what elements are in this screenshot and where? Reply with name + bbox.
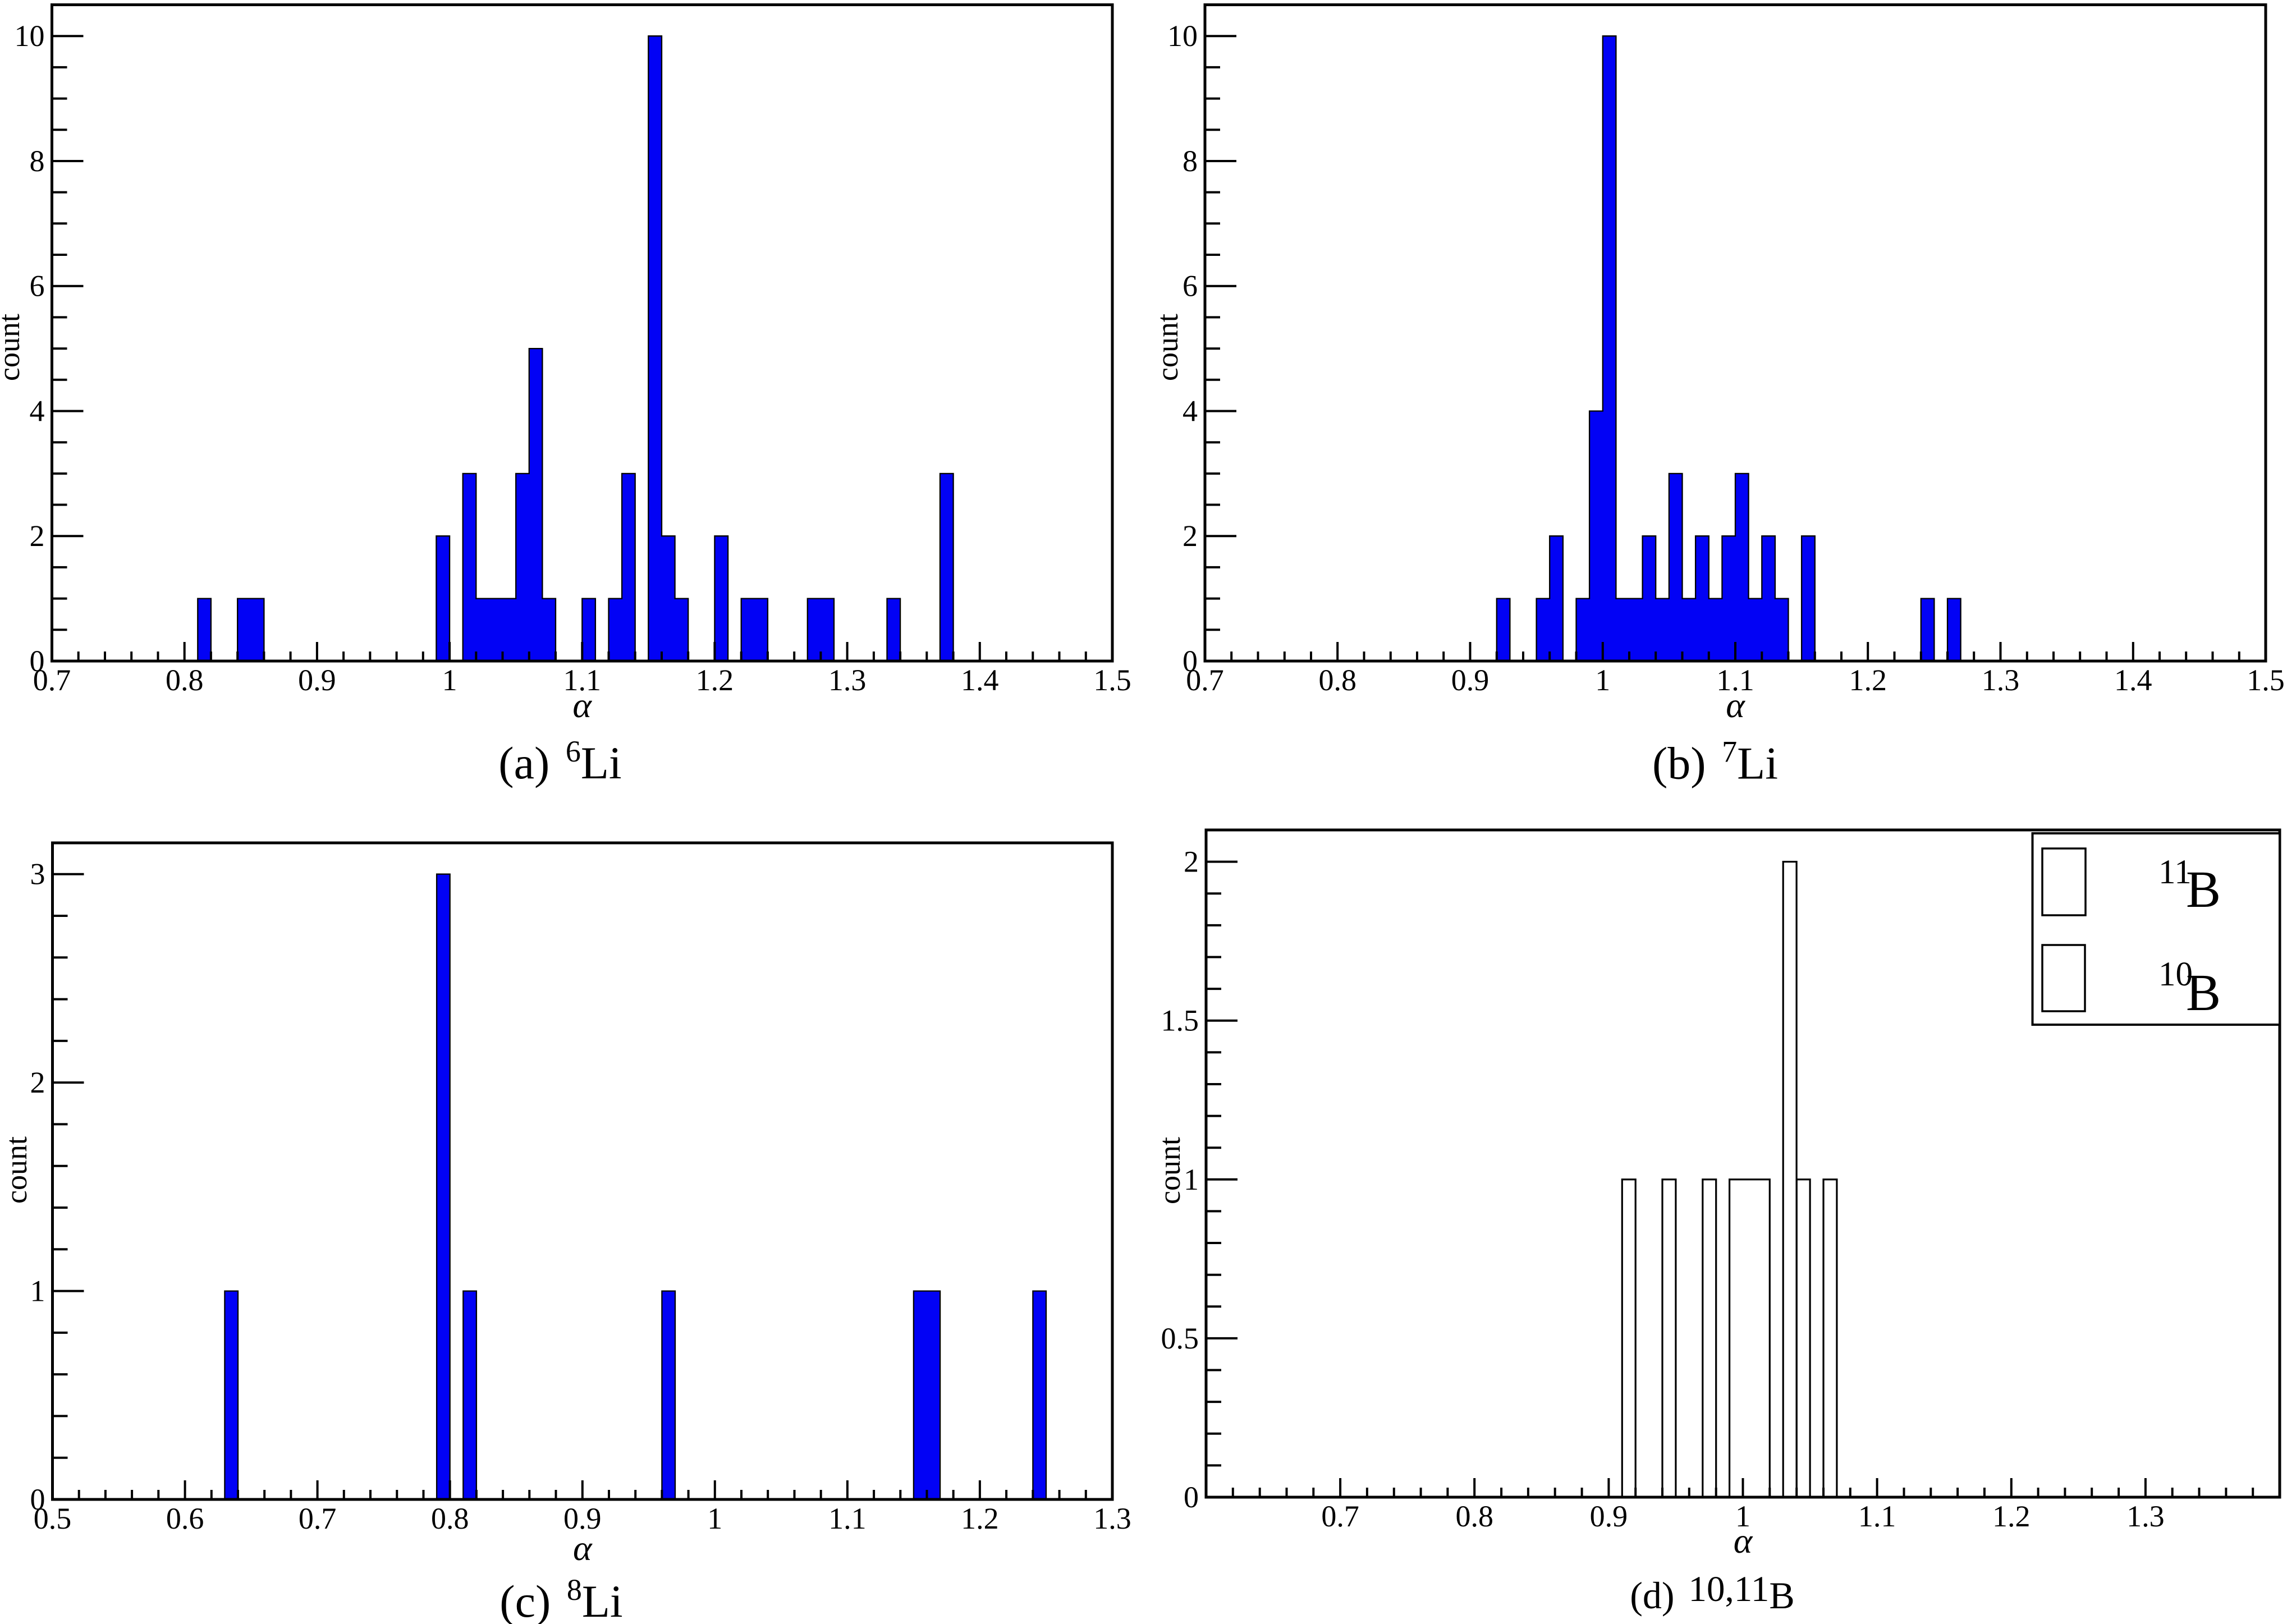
svg-text:0.9: 0.9: [1451, 663, 1489, 697]
svg-text:0.6: 0.6: [166, 1502, 204, 1535]
svg-text:0: 0: [30, 1483, 45, 1516]
svg-text:1: 1: [1184, 1163, 1199, 1196]
svg-text:1: 1: [707, 1502, 722, 1535]
svg-text:0.8: 0.8: [1318, 663, 1356, 697]
svg-text:8: 8: [30, 144, 45, 178]
svg-text:α: α: [572, 685, 592, 725]
svg-text:0.7: 0.7: [299, 1502, 337, 1535]
svg-text:2: 2: [30, 519, 45, 553]
svg-text:1.5: 1.5: [1161, 1004, 1199, 1038]
svg-text:(b) 7Li: (b) 7Li: [1652, 735, 1778, 789]
svg-text:0: 0: [30, 644, 45, 678]
svg-text:1: 1: [1735, 1499, 1750, 1533]
svg-text:6: 6: [1183, 269, 1198, 303]
svg-text:1.2: 1.2: [696, 663, 734, 697]
svg-text:1.4: 1.4: [961, 663, 999, 697]
svg-text:8: 8: [1183, 144, 1198, 178]
svg-text:0.8: 0.8: [166, 663, 204, 697]
svg-text:0: 0: [1183, 644, 1198, 678]
svg-text:α: α: [1734, 1521, 1753, 1561]
svg-text:2: 2: [1184, 845, 1199, 879]
svg-text:1.2: 1.2: [961, 1502, 999, 1535]
svg-text:1: 1: [442, 663, 457, 697]
svg-text:B: B: [2186, 861, 2221, 919]
svg-text:1.1: 1.1: [1858, 1499, 1896, 1533]
svg-text:1: 1: [30, 1274, 45, 1308]
svg-text:0.7: 0.7: [33, 663, 71, 697]
svg-text:count: count: [0, 1136, 33, 1204]
svg-text:1: 1: [1595, 663, 1610, 697]
svg-text:1.3: 1.3: [828, 663, 867, 697]
svg-text:2: 2: [30, 1066, 45, 1099]
svg-text:3: 3: [30, 857, 45, 891]
svg-text:1.2: 1.2: [1992, 1499, 2031, 1533]
svg-text:(a) 6Li: (a) 6Li: [498, 735, 621, 788]
svg-text:0.8: 0.8: [431, 1502, 469, 1535]
svg-text:0.9: 0.9: [563, 1502, 602, 1535]
svg-text:1.5: 1.5: [1093, 663, 1131, 697]
svg-text:count: count: [0, 314, 26, 381]
svg-text:1.4: 1.4: [2114, 663, 2152, 697]
svg-text:1.1: 1.1: [563, 663, 602, 697]
svg-text:6: 6: [30, 269, 45, 303]
svg-text:4: 4: [30, 394, 45, 428]
svg-text:B: B: [2186, 964, 2221, 1022]
svg-text:0.5: 0.5: [1161, 1322, 1199, 1355]
svg-text:4: 4: [1183, 394, 1198, 428]
svg-text:1.5: 1.5: [2247, 663, 2285, 697]
svg-text:α: α: [1726, 685, 1745, 725]
svg-text:(c) 8Li: (c) 8Li: [499, 1573, 622, 1624]
svg-text:count: count: [1151, 314, 1184, 381]
svg-text:α: α: [573, 1528, 593, 1568]
svg-text:0.5: 0.5: [34, 1502, 72, 1535]
svg-text:(d) 10,11B: (d) 10,11B: [1630, 1569, 1795, 1617]
svg-text:1.1: 1.1: [828, 1502, 867, 1535]
svg-text:10: 10: [1167, 19, 1198, 53]
svg-text:1.1: 1.1: [1716, 663, 1754, 697]
svg-text:0.9: 0.9: [298, 663, 336, 697]
svg-text:10: 10: [2158, 956, 2193, 993]
svg-text:10: 10: [15, 19, 45, 53]
svg-text:0.8: 0.8: [1455, 1499, 1493, 1533]
svg-text:1.2: 1.2: [1849, 663, 1887, 697]
svg-text:2: 2: [1183, 519, 1198, 553]
svg-text:1.3: 1.3: [1093, 1502, 1131, 1535]
svg-text:0: 0: [1184, 1480, 1199, 1514]
svg-text:1.3: 1.3: [1982, 663, 2020, 697]
svg-text:0.9: 0.9: [1590, 1499, 1628, 1533]
svg-text:11: 11: [2158, 854, 2192, 891]
svg-text:0.7: 0.7: [1321, 1499, 1359, 1533]
svg-text:count: count: [1153, 1137, 1186, 1204]
svg-text:0.7: 0.7: [1186, 663, 1224, 697]
svg-text:1.3: 1.3: [2126, 1499, 2165, 1533]
